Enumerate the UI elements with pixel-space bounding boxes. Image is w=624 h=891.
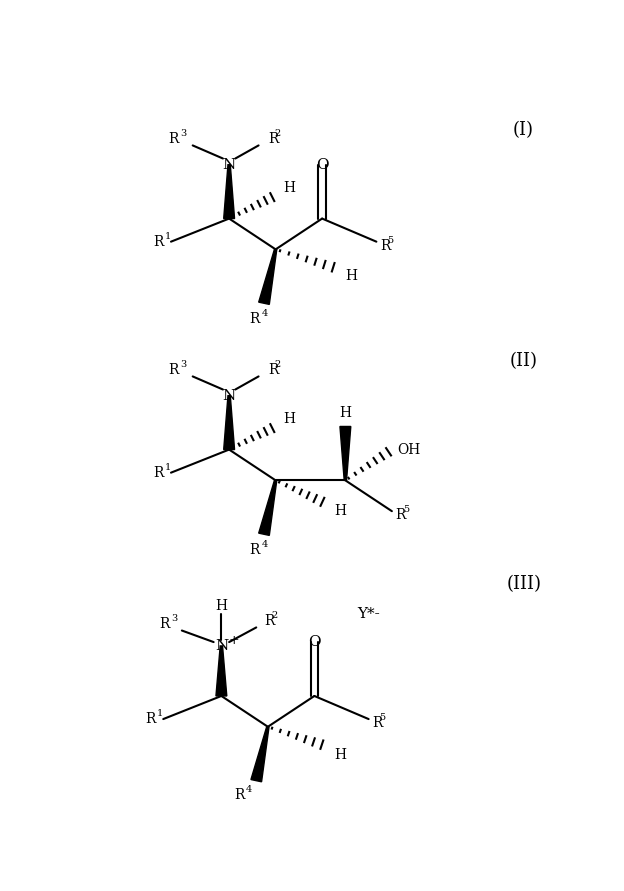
Text: 2: 2 [275,129,281,138]
Text: 5: 5 [379,713,386,722]
Text: R: R [268,132,278,146]
Text: 3: 3 [180,129,187,138]
Text: R: R [168,364,178,377]
Polygon shape [216,646,227,696]
Text: 4: 4 [261,540,268,549]
Text: H: H [283,412,296,426]
Polygon shape [259,249,277,305]
Text: 1: 1 [157,709,163,718]
Text: 1: 1 [165,232,171,241]
Text: 5: 5 [402,505,409,514]
Text: H: H [346,269,358,283]
Text: H: H [215,599,227,613]
Text: R: R [373,716,383,730]
Text: R: R [168,132,178,146]
Text: H: H [334,748,346,763]
Text: H: H [339,405,351,420]
Polygon shape [223,165,235,218]
Polygon shape [340,427,351,480]
Text: 2: 2 [271,611,277,620]
Text: R: R [153,234,163,249]
Polygon shape [259,480,277,535]
Text: 4: 4 [261,309,268,318]
Text: O: O [308,635,321,649]
Text: O: O [316,158,328,172]
Text: 4: 4 [246,785,253,794]
Text: R: R [145,712,155,726]
Text: (I): (I) [513,121,534,139]
Text: R: R [234,788,245,802]
Text: R: R [264,614,275,628]
Text: H: H [283,181,296,195]
Text: 5: 5 [388,235,393,245]
Text: R: R [396,508,406,522]
Text: N: N [215,639,228,653]
Text: 2: 2 [275,360,281,370]
Polygon shape [223,396,235,450]
Text: 3: 3 [171,615,177,624]
Text: R: R [159,617,170,632]
Text: 1: 1 [165,462,171,471]
Text: 3: 3 [180,360,187,370]
Text: R: R [268,364,278,377]
Text: R: R [153,466,163,479]
Text: (II): (II) [510,352,538,370]
Polygon shape [251,726,269,781]
Text: N: N [223,388,236,403]
Text: Y*-: Y*- [357,607,380,620]
Text: +: + [228,634,239,647]
Text: N: N [223,158,236,172]
Text: H: H [334,504,346,519]
Text: R: R [250,543,260,557]
Text: R: R [250,312,260,326]
Text: R: R [380,239,391,252]
Text: OH: OH [397,443,421,456]
Text: (III): (III) [506,576,541,593]
